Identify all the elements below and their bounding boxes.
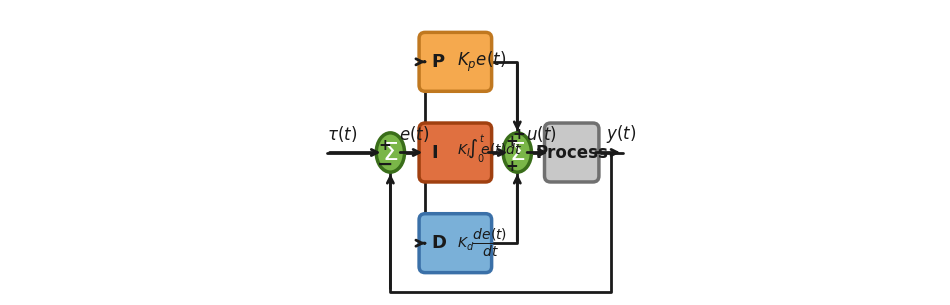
- Text: $\Sigma$: $\Sigma$: [382, 141, 398, 164]
- Text: $\mathbf{P}$: $\mathbf{P}$: [430, 53, 445, 71]
- FancyBboxPatch shape: [419, 123, 491, 182]
- Text: +: +: [505, 134, 518, 149]
- Text: +: +: [378, 138, 391, 153]
- Text: +: +: [512, 127, 524, 142]
- Text: $u(t)$: $u(t)$: [526, 124, 557, 144]
- Text: $\mathbf{D}$: $\mathbf{D}$: [430, 234, 446, 252]
- Text: −: −: [377, 155, 393, 174]
- Text: $\tau(t)$: $\tau(t)$: [327, 124, 357, 144]
- Text: Process: Process: [535, 143, 608, 162]
- FancyBboxPatch shape: [544, 123, 598, 182]
- Text: $K_d\dfrac{de(t)}{dt}$: $K_d\dfrac{de(t)}{dt}$: [457, 227, 508, 259]
- Text: +: +: [505, 159, 518, 174]
- Text: $y(t)$: $y(t)$: [606, 123, 636, 145]
- Text: $\mathbf{I}$: $\mathbf{I}$: [430, 143, 438, 162]
- FancyBboxPatch shape: [419, 214, 491, 273]
- Ellipse shape: [376, 133, 405, 172]
- Text: $\Sigma$: $\Sigma$: [509, 141, 525, 164]
- Text: $e(t)$: $e(t)$: [399, 124, 429, 144]
- Ellipse shape: [504, 133, 531, 172]
- Text: $K_p e(t)$: $K_p e(t)$: [457, 50, 506, 74]
- FancyBboxPatch shape: [419, 32, 491, 91]
- Text: $K_I\!\int_0^t\! e(t)dt$: $K_I\!\int_0^t\! e(t)dt$: [457, 134, 522, 166]
